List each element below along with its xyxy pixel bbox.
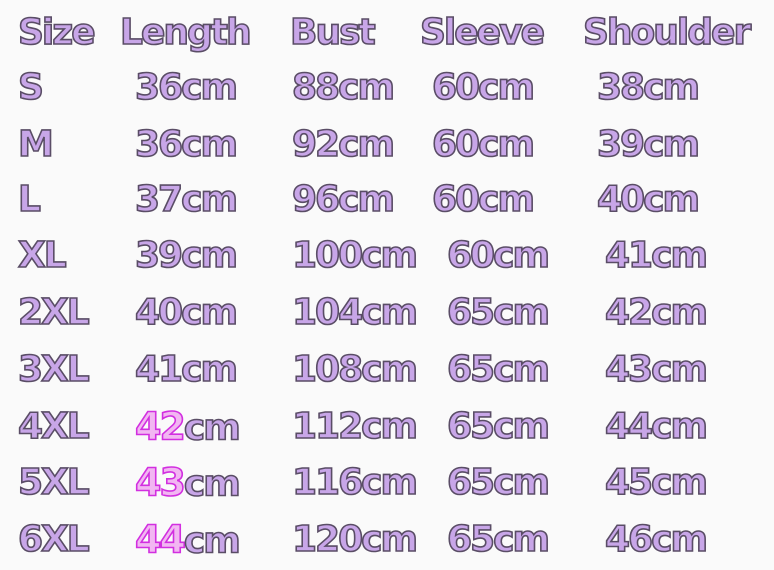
length-num: 36 <box>134 124 184 165</box>
bust-value: 96cm <box>291 179 396 220</box>
length-unit: cm <box>183 407 241 449</box>
shoulder-value: 41cm <box>604 235 709 276</box>
bust-value: 120cm <box>291 519 419 560</box>
shoulder-value: 46cm <box>604 519 709 560</box>
length-num: 43 <box>134 460 186 505</box>
length-num: 37 <box>134 179 184 220</box>
length-num: 44 <box>134 517 186 562</box>
size-label: 3XL <box>17 349 90 390</box>
sleeve-value: 65cm <box>446 462 551 503</box>
length-unit: cm <box>183 463 241 505</box>
length-value: 37cm <box>134 179 239 220</box>
length-unit: cm <box>180 67 238 108</box>
length-num: 36 <box>134 67 184 108</box>
size-label: 2XL <box>17 292 90 333</box>
length-unit: cm <box>180 124 238 165</box>
sleeve-value: 60cm <box>431 67 536 108</box>
shoulder-value: 40cm <box>596 179 701 220</box>
header-length: Length <box>119 12 252 53</box>
bust-value: 108cm <box>291 349 419 390</box>
header-bust: Bust <box>289 12 376 53</box>
sleeve-value: 60cm <box>431 179 536 220</box>
length-value: 39cm <box>134 235 239 276</box>
shoulder-value: 44cm <box>604 406 709 447</box>
size-label: S <box>17 67 45 108</box>
size-label: L <box>17 179 42 220</box>
length-unit: cm <box>180 292 238 333</box>
shoulder-value: 42cm <box>604 292 709 333</box>
length-value: 42cm <box>134 404 241 449</box>
size-label: XL <box>17 235 67 276</box>
length-num: 39 <box>134 235 184 276</box>
shoulder-value: 39cm <box>596 124 701 165</box>
bust-value: 100cm <box>291 235 419 276</box>
bust-value: 104cm <box>291 292 419 333</box>
size-label: 4XL <box>17 406 90 447</box>
bust-value: 92cm <box>291 124 396 165</box>
header-shoulder: Shoulder <box>582 12 752 53</box>
length-value: 36cm <box>134 124 239 165</box>
header-size: Size <box>17 12 96 53</box>
sleeve-value: 65cm <box>446 519 551 560</box>
length-value: 43cm <box>134 460 241 505</box>
sleeve-value: 65cm <box>446 406 551 447</box>
sleeve-value: 60cm <box>446 235 551 276</box>
size-label: 6XL <box>17 519 90 560</box>
length-value: 40cm <box>134 292 239 333</box>
bust-value: 112cm <box>291 406 419 447</box>
sleeve-value: 65cm <box>446 292 551 333</box>
length-unit: cm <box>180 179 238 220</box>
sleeve-value: 65cm <box>446 349 551 390</box>
size-label: M <box>17 124 54 165</box>
length-num: 42 <box>134 404 186 449</box>
length-num: 40 <box>134 292 184 333</box>
shoulder-value: 43cm <box>604 349 709 390</box>
bust-value: 88cm <box>291 67 396 108</box>
length-num: 41 <box>134 349 184 390</box>
length-value: 44cm <box>134 517 241 562</box>
header-sleeve: Sleeve <box>419 12 546 53</box>
size-label: 5XL <box>17 462 90 503</box>
shoulder-value: 45cm <box>604 462 709 503</box>
bust-value: 116cm <box>291 462 419 503</box>
length-value: 41cm <box>134 349 239 390</box>
length-unit: cm <box>180 349 238 390</box>
length-value: 36cm <box>134 67 239 108</box>
shoulder-value: 38cm <box>596 67 701 108</box>
length-unit: cm <box>183 520 241 562</box>
sleeve-value: 60cm <box>431 124 536 165</box>
length-unit: cm <box>180 235 238 276</box>
